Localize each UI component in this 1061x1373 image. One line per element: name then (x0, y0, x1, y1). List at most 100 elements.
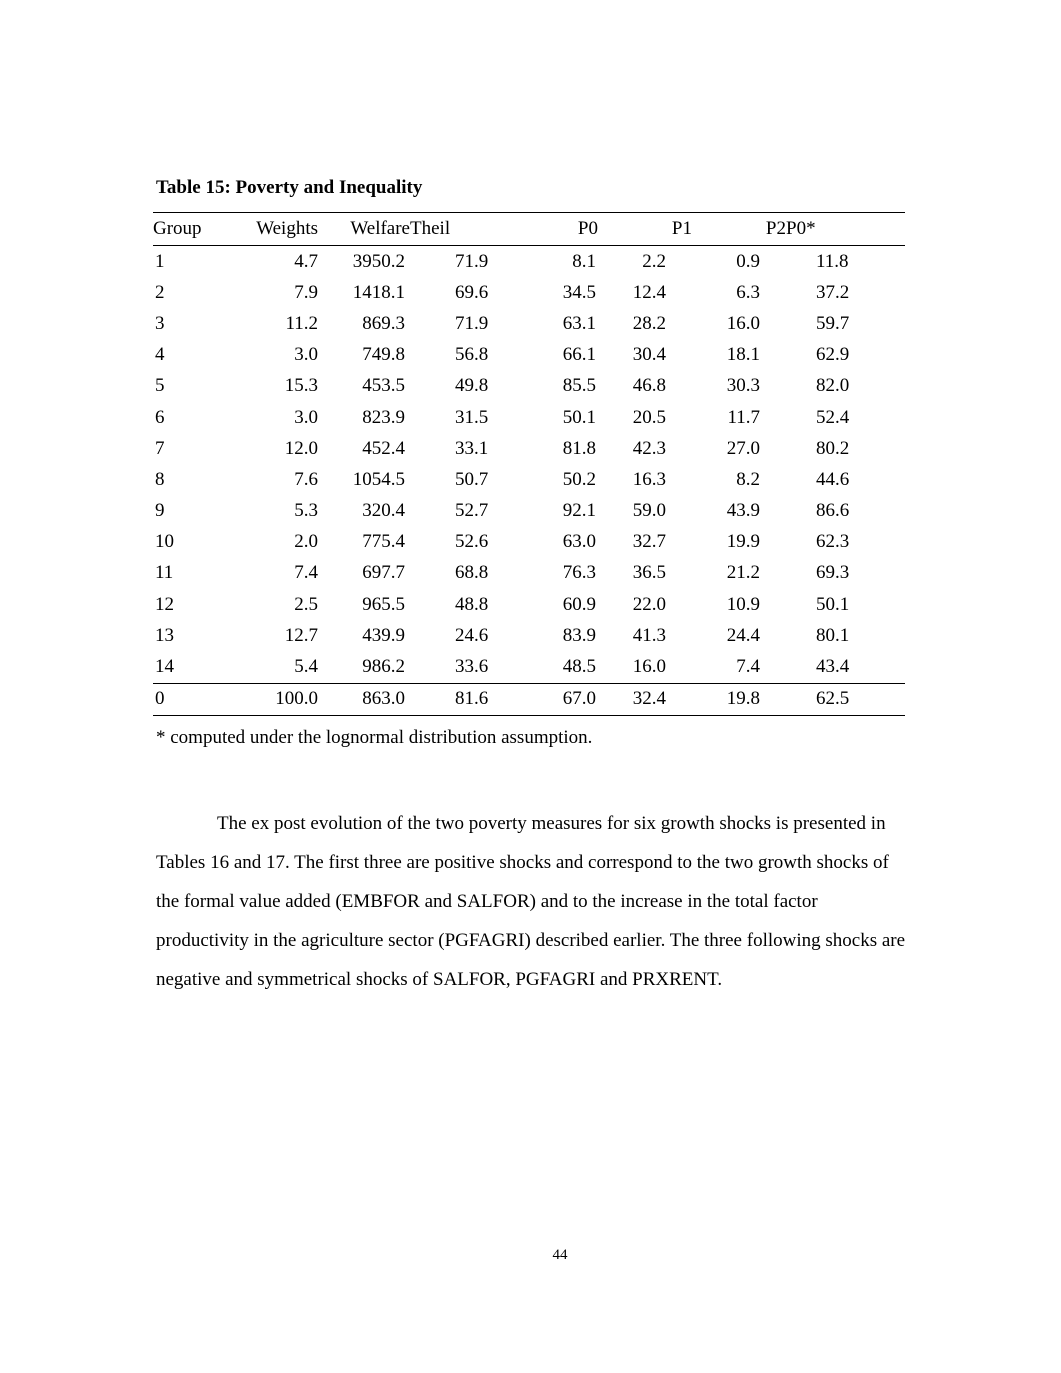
table-header-row: Group Weights Welfare Theil P0 P1 P2 P0* (153, 212, 905, 246)
cell-group: 2 (155, 281, 165, 303)
cell-weights: 2.5 (294, 593, 318, 615)
cell-p2: 7.4 (736, 656, 760, 678)
table-row: 14 5.4 986.2 33.6 48.5 16.0 7.4 43.4 (153, 651, 905, 683)
cell-theil: 56.8 (455, 344, 489, 366)
cell-p2: 10.9 (726, 593, 760, 615)
cell-weights: 5.4 (294, 656, 318, 678)
cell-p0-star: 62.5 (816, 688, 850, 710)
header-p0-star: P0* (786, 218, 816, 239)
cell-weights: 12.0 (284, 437, 318, 459)
cell-p1: 22.0 (632, 593, 666, 615)
table-row: 11 7.4 697.7 68.8 76.3 36.5 21.2 69.3 (153, 558, 905, 589)
cell-theil: 68.8 (455, 562, 489, 584)
cell-welfare: 775.4 (362, 531, 405, 553)
cell-p0: 50.2 (562, 468, 596, 490)
cell-p0: 76.3 (562, 562, 596, 584)
cell-p0-star: 44.6 (816, 468, 850, 490)
cell-welfare: 986.2 (362, 656, 405, 678)
table-row: 4 3.0 749.8 56.8 66.1 30.4 18.1 62.9 (153, 340, 905, 371)
cell-p2: 24.4 (726, 624, 760, 646)
cell-p0-star: 52.4 (816, 406, 850, 428)
cell-welfare: 863.0 (362, 688, 405, 710)
cell-p0: 67.0 (562, 688, 596, 710)
cell-weights: 15.3 (284, 375, 318, 397)
cell-group: 6 (155, 406, 165, 428)
table-row: 2 7.9 1418.1 69.6 34.5 12.4 6.3 37.2 (153, 277, 905, 308)
cell-p0: 50.1 (562, 406, 596, 428)
cell-p0-star: 86.6 (816, 500, 850, 522)
cell-weights: 4.7 (294, 250, 318, 272)
cell-p1: 20.5 (632, 406, 666, 428)
table-row: 6 3.0 823.9 31.5 50.1 20.5 11.7 52.4 (153, 402, 905, 433)
cell-theil: 52.7 (455, 500, 489, 522)
cell-p2: 27.0 (726, 437, 760, 459)
cell-theil: 48.8 (455, 593, 489, 615)
page-number: 44 (552, 1247, 568, 1263)
cell-p1: 2.2 (642, 250, 666, 272)
cell-group: 1 (155, 250, 165, 272)
table-row: 8 7.6 1054.5 50.7 50.2 16.3 8.2 44.6 (153, 464, 905, 495)
cell-theil: 24.6 (455, 624, 489, 646)
cell-weights: 3.0 (294, 406, 318, 428)
cell-theil: 50.7 (455, 468, 489, 490)
header-group: Group (153, 218, 202, 239)
cell-p1: 16.0 (632, 656, 666, 678)
cell-p2: 30.3 (726, 375, 760, 397)
cell-welfare: 452.4 (362, 437, 405, 459)
cell-welfare: 1418.1 (352, 281, 405, 303)
table-row: 9 5.3 320.4 52.7 92.1 59.0 43.9 86.6 (153, 496, 905, 527)
header-theil: Theil (410, 218, 451, 239)
cell-p0: 92.1 (562, 500, 596, 522)
cell-p2: 21.2 (726, 562, 760, 584)
cell-theil: 31.5 (455, 406, 489, 428)
table-row: 12 2.5 965.5 48.8 60.9 22.0 10.9 50.1 (153, 589, 905, 620)
cell-group: 12 (155, 593, 174, 615)
cell-p0: 60.9 (562, 593, 596, 615)
cell-group: 4 (155, 344, 165, 366)
cell-theil: 52.6 (455, 531, 489, 553)
poverty-inequality-table: Group Weights Welfare Theil P0 P1 P2 P0*… (153, 212, 905, 716)
cell-theil: 49.8 (455, 375, 489, 397)
cell-group: 3 (155, 312, 165, 334)
cell-p1: 46.8 (632, 375, 666, 397)
cell-p0-star: 80.2 (816, 437, 850, 459)
cell-p0-star: 43.4 (816, 656, 850, 678)
cell-p1: 28.2 (632, 312, 666, 334)
cell-group: 0 (155, 688, 165, 710)
cell-weights: 5.3 (294, 500, 318, 522)
cell-theil: 81.6 (455, 688, 489, 710)
cell-p0: 83.9 (562, 624, 596, 646)
cell-p2: 43.9 (726, 500, 760, 522)
cell-welfare: 823.9 (362, 406, 405, 428)
cell-group: 14 (155, 656, 174, 678)
cell-p1: 12.4 (632, 281, 666, 303)
cell-p0-star: 82.0 (816, 375, 850, 397)
cell-welfare: 320.4 (362, 500, 405, 522)
cell-p1: 42.3 (632, 437, 666, 459)
cell-theil: 71.9 (455, 250, 489, 272)
cell-group: 13 (155, 624, 174, 646)
cell-weights: 2.0 (294, 531, 318, 553)
cell-welfare: 749.8 (362, 344, 405, 366)
cell-theil: 33.6 (455, 656, 489, 678)
cell-welfare: 869.3 (362, 312, 405, 334)
cell-p1: 36.5 (632, 562, 666, 584)
table-caption: Table 15: Poverty and Inequality (156, 177, 423, 198)
cell-p1: 32.4 (632, 688, 666, 710)
cell-weights: 11.2 (285, 312, 318, 334)
cell-p0: 81.8 (562, 437, 596, 459)
table-row: 7 12.0 452.4 33.1 81.8 42.3 27.0 80.2 (153, 433, 905, 464)
cell-p0-star: 11.8 (816, 250, 849, 272)
body-paragraph-text: The ex post evolution of the two poverty… (156, 813, 906, 990)
table-total-row: 0 100.0 863.0 81.6 67.0 32.4 19.8 62.5 (153, 683, 905, 716)
cell-p1: 32.7 (632, 531, 666, 553)
cell-weights: 7.6 (294, 468, 318, 490)
cell-theil: 71.9 (455, 312, 489, 334)
table-row: 10 2.0 775.4 52.6 63.0 32.7 19.9 62.3 (153, 527, 905, 558)
cell-group: 9 (155, 500, 165, 522)
header-p0: P0 (577, 218, 598, 239)
table-row: 5 15.3 453.5 49.8 85.5 46.8 30.3 82.0 (153, 371, 905, 402)
cell-p2: 16.0 (726, 312, 760, 334)
cell-p0: 48.5 (562, 656, 596, 678)
